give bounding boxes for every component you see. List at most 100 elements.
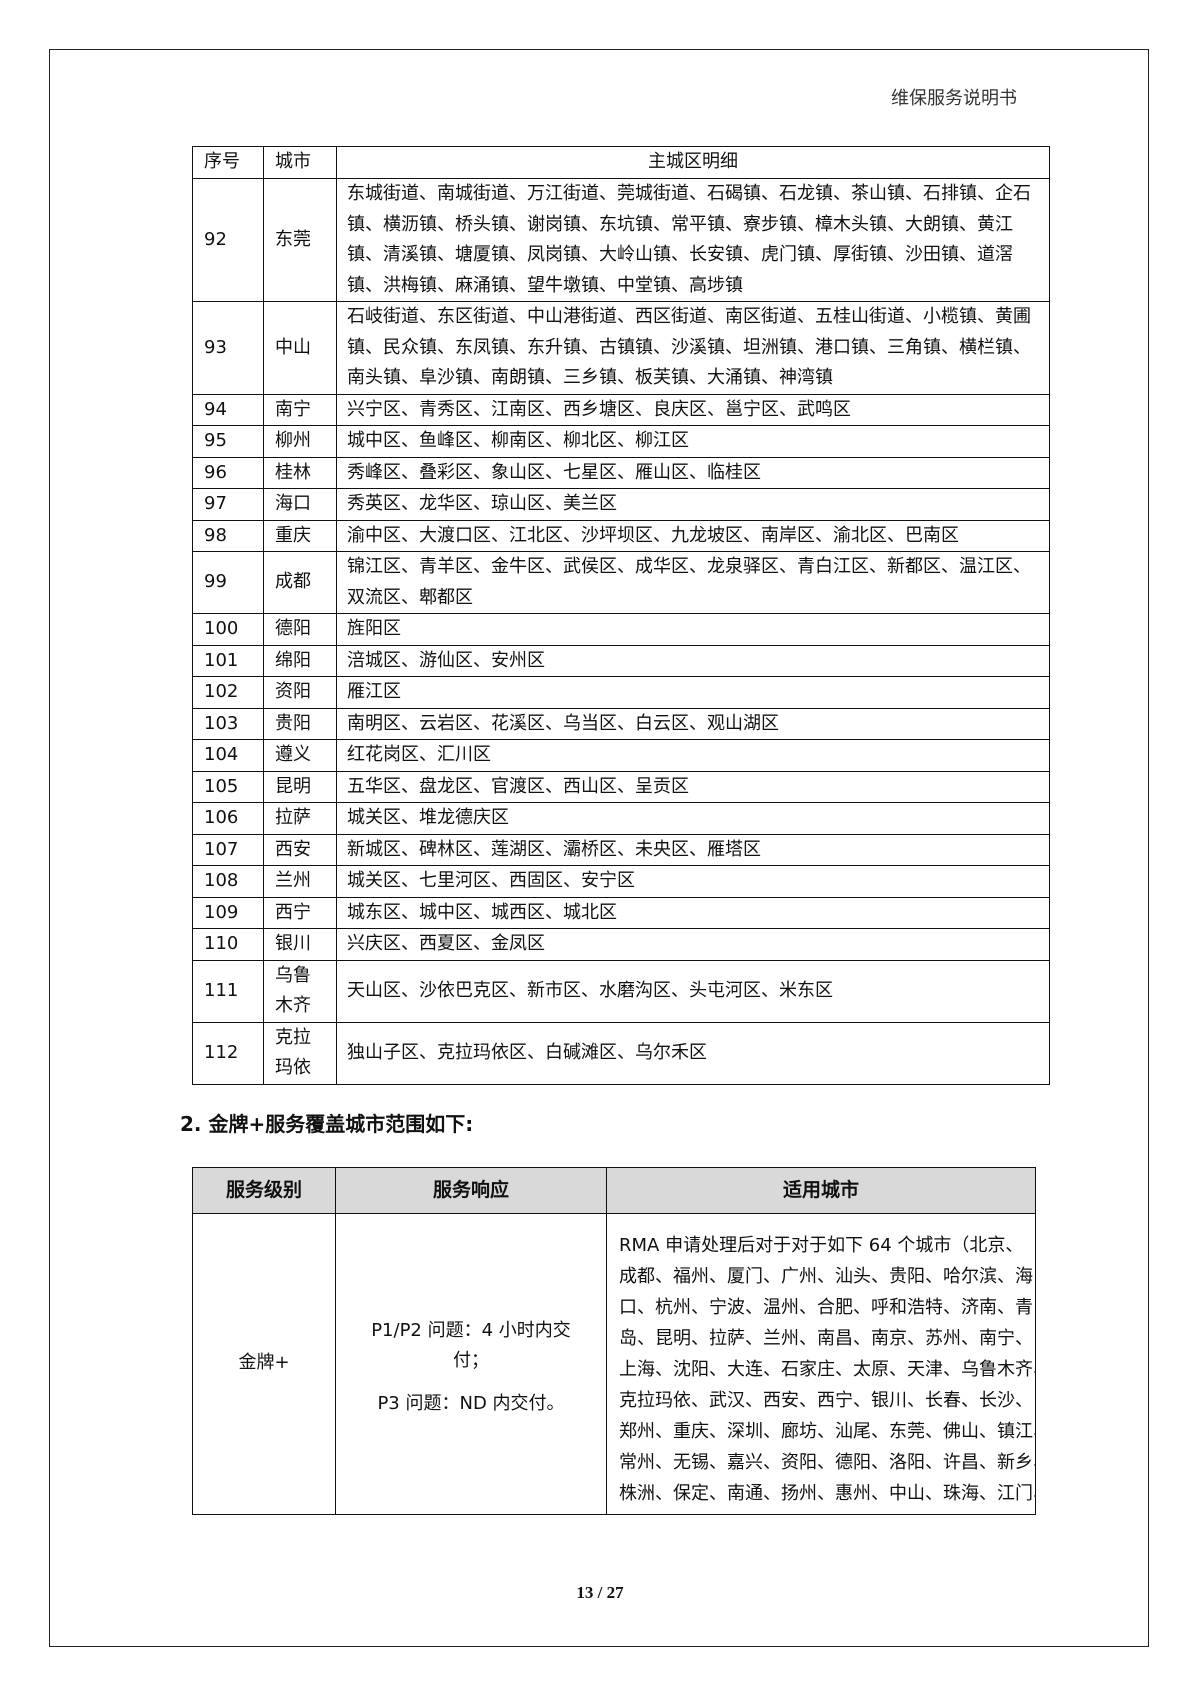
city-name: 兰州 xyxy=(263,865,337,898)
table-row: 96 桂林 秀峰区、叠彩区、象山区、七星区、雁山区、临桂区 xyxy=(192,456,1050,489)
district-detail-line: 涪城区、游仙区、安州区 xyxy=(347,649,545,671)
row-number: 102 xyxy=(192,676,264,709)
document-title: 维保服务说明书 xyxy=(891,88,1017,109)
district-detail: 天山区、沙依巴克区、新市区、水磨沟区、头屯河区、米东区 xyxy=(336,959,1050,1023)
city-name-line: 遵义 xyxy=(275,744,311,765)
district-detail-line: 城东区、城中区、城西区、城北区 xyxy=(347,901,617,923)
city-name-line: 绵阳 xyxy=(275,649,311,671)
city-name: 柳州 xyxy=(263,425,337,458)
district-detail-line: 镇、清溪镇、塘厦镇、凤岗镇、大岭山镇、长安镇、虎门镇、厚街镇、沙田镇、道滘 xyxy=(347,244,1013,265)
district-detail-line: 兴庆区、西夏区、金凤区 xyxy=(347,933,545,954)
response-p1p2-line: P1/P2 问题：4 小时内交 xyxy=(371,1319,571,1341)
row-number: 93 xyxy=(192,301,264,395)
city-name: 西宁 xyxy=(263,896,337,929)
applicable-cities-line: RMA 申请处理后对于对于如下 64 个城市（北京、 xyxy=(619,1234,1024,1256)
table-row: 111 乌鲁 木齐 天山区、沙依巴克区、新市区、水磨沟区、头屯河区、米东区 xyxy=(192,959,1050,1023)
district-detail: 兴宁区、青秀区、江南区、西乡塘区、良庆区、邕宁区、武鸣区 xyxy=(336,393,1050,426)
table-row: 103 贵阳 南明区、云岩区、花溪区、乌当区、白云区、观山湖区 xyxy=(192,707,1050,740)
district-detail-line: 石岐街道、东区街道、中山港街道、西区街道、南区街道、五桂山街道、小榄镇、黄圃 xyxy=(347,306,1031,327)
city-name-line: 东莞 xyxy=(275,228,311,250)
district-detail-line: 新城区、碑林区、莲湖区、灞桥区、未央区、雁塔区 xyxy=(347,838,761,860)
table-row: 104 遵义 红花岗区、汇川区 xyxy=(192,739,1050,772)
city-name-line: 拉萨 xyxy=(275,807,311,828)
row-number: 96 xyxy=(192,456,264,489)
header-applicable-cities: 适用城市 xyxy=(606,1166,1036,1214)
table-row: 101 绵阳 涪城区、游仙区、安州区 xyxy=(192,644,1050,677)
city-name: 南宁 xyxy=(263,393,337,426)
row-number: 94 xyxy=(192,393,264,426)
district-detail-line: 独山子区、克拉玛依区、白碱滩区、乌尔禾区 xyxy=(347,1041,707,1063)
row-number: 107 xyxy=(192,833,264,866)
city-name-line: 西安 xyxy=(275,838,311,860)
table-row: 105 昆明 五华区、盘龙区、官渡区、西山区、呈贡区 xyxy=(192,770,1050,803)
header-number: 序号 xyxy=(192,146,264,179)
row-number: 112 xyxy=(192,1021,264,1085)
city-name-line: 木齐 xyxy=(275,995,311,1016)
district-detail-line: 东城街道、南城街道、万江街道、莞城街道、石碣镇、石龙镇、茶山镇、石排镇、企石 xyxy=(347,183,1031,204)
applicable-cities-line: 株洲、保定、南通、扬州、惠州、中山、珠海、江门、 xyxy=(619,1482,1035,1504)
city-name-line: 南宁 xyxy=(275,398,311,420)
district-detail-line: 雁江区 xyxy=(347,681,401,702)
district-detail: 城中区、鱼峰区、柳南区、柳北区、柳江区 xyxy=(336,425,1050,458)
district-detail: 南明区、云岩区、花溪区、乌当区、白云区、观山湖区 xyxy=(336,707,1050,740)
applicable-cities-line: 成都、福州、厦门、广州、汕头、贵阳、哈尔滨、海 xyxy=(619,1265,1033,1287)
city-name: 绵阳 xyxy=(263,644,337,677)
row-number: 108 xyxy=(192,865,264,898)
city-name-line: 贵阳 xyxy=(275,712,311,734)
row-number: 97 xyxy=(192,488,264,521)
city-name: 桂林 xyxy=(263,456,337,489)
district-detail: 涪城区、游仙区、安州区 xyxy=(336,644,1050,677)
district-detail-line: 旌阳区 xyxy=(347,618,401,639)
page-number: 13 / 27 xyxy=(576,1583,624,1602)
district-detail: 红花岗区、汇川区 xyxy=(336,739,1050,772)
city-name: 拉萨 xyxy=(263,802,337,835)
district-detail: 石岐街道、东区街道、中山港街道、西区街道、南区街道、五桂山街道、小榄镇、黄圃 镇、… xyxy=(336,301,1050,395)
row-number: 92 xyxy=(192,178,264,302)
row-number: 101 xyxy=(192,644,264,677)
district-detail-line: 城关区、堆龙德庆区 xyxy=(347,807,509,828)
district-detail: 旌阳区 xyxy=(336,613,1050,646)
city-name-line: 中山 xyxy=(275,336,311,358)
city-name: 德阳 xyxy=(263,613,337,646)
district-detail: 渝中区、大渡口区、江北区、沙坪坝区、九龙坡区、南岸区、渝北区、巴南区 xyxy=(336,519,1050,552)
district-detail-line: 红花岗区、汇川区 xyxy=(347,744,491,765)
applicable-cities-line: 口、杭州、宁波、温州、合肥、呼和浩特、济南、青 xyxy=(619,1296,1033,1318)
row-number: 98 xyxy=(192,519,264,552)
table-header-row: 序号 城市 主城区明细 xyxy=(192,146,1050,179)
city-name: 昆明 xyxy=(263,770,337,803)
city-name: 资阳 xyxy=(263,676,337,709)
row-number: 109 xyxy=(192,896,264,929)
main-district-table: 序号 城市 主城区明细 92 东莞 东城街道、南城街道、万江街道、莞城街道、石碣镇、… xyxy=(192,146,1050,1085)
table-header-row: 服务级别 服务响应 适用城市 xyxy=(192,1166,1036,1214)
header-city: 城市 xyxy=(263,146,337,179)
city-name-line: 资阳 xyxy=(275,681,311,702)
district-detail-line: 镇、洪梅镇、麻涌镇、望牛墩镇、中堂镇、高埗镇 xyxy=(347,274,743,296)
gold-plus-coverage-table: 服务级别 服务响应 适用城市 金牌+ P1/P2 问题：4 小时内交 付； P3… xyxy=(192,1166,1036,1515)
city-name-line: 乌鲁 xyxy=(275,964,311,986)
district-detail: 锦江区、青羊区、金牛区、武侯区、成华区、龙泉驿区、青白江区、新都区、温江区、 双流… xyxy=(336,551,1050,614)
district-detail: 五华区、盘龙区、官渡区、西山区、呈贡区 xyxy=(336,770,1050,803)
district-detail-line: 天山区、沙依巴克区、新市区、水磨沟区、头屯河区、米东区 xyxy=(347,979,833,1001)
district-detail: 东城街道、南城街道、万江街道、莞城街道、石碣镇、石龙镇、茶山镇、石排镇、企石 镇、… xyxy=(336,178,1050,302)
row-number: 111 xyxy=(192,959,264,1023)
row-number: 104 xyxy=(192,739,264,772)
city-name: 西安 xyxy=(263,833,337,866)
table-row: 100 德阳 旌阳区 xyxy=(192,613,1050,646)
table-row: 110 银川 兴庆区、西夏区、金凤区 xyxy=(192,928,1050,961)
district-detail-line: 秀峰区、叠彩区、象山区、七星区、雁山区、临桂区 xyxy=(347,461,761,483)
city-name-line: 成都 xyxy=(275,571,311,593)
response-p3-line: P3 问题：ND 内交付。 xyxy=(377,1392,565,1414)
city-name: 海口 xyxy=(263,488,337,521)
section-heading: 2. 金牌+服务覆盖城市范围如下: xyxy=(180,1111,474,1136)
city-name-line: 重庆 xyxy=(275,524,311,546)
applicable-cities-line: 上海、沈阳、大连、石家庄、太原、天津、乌鲁木齐、 xyxy=(619,1358,1035,1380)
city-name: 乌鲁 木齐 xyxy=(263,959,337,1023)
row-number: 110 xyxy=(192,928,264,961)
city-name: 遵义 xyxy=(263,739,337,772)
response-p1p2-line: 付； xyxy=(453,1350,489,1372)
table-row: 98 重庆 渝中区、大渡口区、江北区、沙坪坝区、九龙坡区、南岸区、渝北区、巴南区 xyxy=(192,519,1050,552)
table-row: 107 西安 新城区、碑林区、莲湖区、灞桥区、未央区、雁塔区 xyxy=(192,833,1050,866)
table-row: 108 兰州 城关区、七里河区、西固区、安宁区 xyxy=(192,865,1050,898)
city-name: 成都 xyxy=(263,551,337,614)
table-row: 102 资阳 雁江区 xyxy=(192,676,1050,709)
